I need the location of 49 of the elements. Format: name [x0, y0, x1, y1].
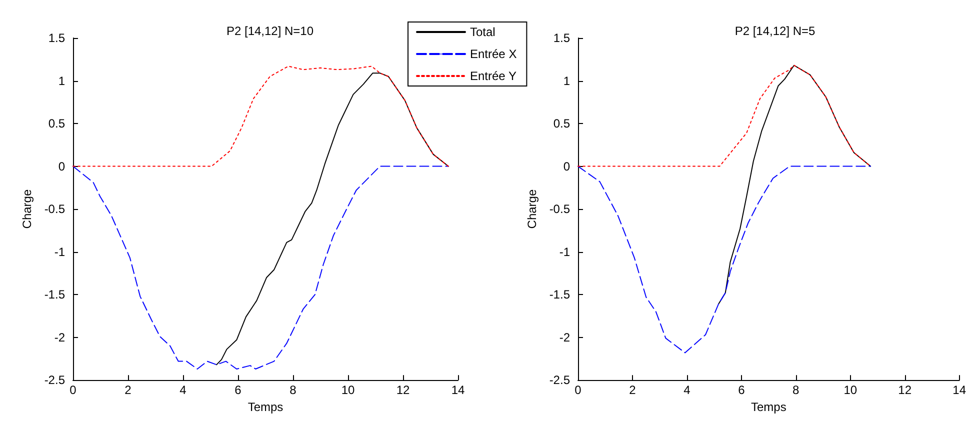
x-tick-label: 8: [792, 383, 800, 398]
y-tick-label: -1.5: [44, 288, 66, 302]
x-tick-label: 4: [180, 383, 187, 398]
y-tick-label: 0.5: [553, 116, 570, 131]
x-tick-label: 12: [898, 383, 912, 398]
y-tick-label: 1.5: [553, 31, 570, 45]
x-axis-title: Temps: [750, 400, 786, 414]
y-tick-label: -1: [559, 244, 570, 259]
chart-title: P2 [14,12] N=10: [226, 24, 314, 38]
x-tick-label: 6: [234, 383, 242, 398]
x-tick-label: 2: [629, 383, 636, 398]
line-series: [72, 66, 449, 167]
x-tick-label: 6: [738, 383, 746, 398]
line-series: [718, 64, 872, 304]
y-axis-title: Charge: [525, 189, 539, 229]
x-tick-label: 4: [684, 383, 691, 398]
y-tick-label: 0: [58, 159, 66, 174]
y-tick-label: -2: [559, 330, 570, 344]
line-series: [216, 72, 449, 366]
x-tick-label: 10: [844, 383, 858, 398]
x-tick-label: 14: [952, 383, 966, 398]
y-tick-label: -0.5: [44, 202, 66, 216]
y-tick-label: 1.5: [48, 31, 66, 45]
y-tick-label: -2: [54, 330, 66, 344]
legend-label: Entrée X: [470, 47, 517, 61]
legend-label: Entrée Y: [470, 69, 516, 83]
y-tick-label: 1: [58, 74, 66, 88]
chart-title: P2 [14,12] N=5: [734, 24, 816, 38]
x-tick-label: 12: [396, 383, 410, 398]
line-series: [578, 64, 872, 167]
y-axis-title: Charge: [20, 189, 34, 229]
y-tick-label: -1.5: [549, 288, 570, 302]
line-series: [578, 166, 872, 354]
y-tick-label: -2.5: [549, 373, 570, 388]
line-series: [72, 166, 449, 370]
y-tick-label: -1: [54, 244, 66, 259]
x-tick-label: 0: [574, 383, 582, 398]
x-tick-label: 8: [290, 383, 297, 398]
x-tick-label: 0: [70, 383, 77, 398]
x-tick-label: 10: [341, 383, 355, 398]
x-tick-label: 14: [451, 383, 465, 398]
x-tick-label: 2: [124, 383, 132, 398]
y-tick-label: -0.5: [549, 202, 570, 216]
y-tick-label: 0.5: [48, 116, 66, 131]
y-tick-label: -2.5: [44, 373, 66, 388]
x-axis-title: Temps: [248, 400, 284, 414]
y-tick-label: 1: [563, 74, 570, 88]
legend-label: Total: [470, 25, 496, 39]
y-tick-label: 0: [563, 159, 570, 174]
